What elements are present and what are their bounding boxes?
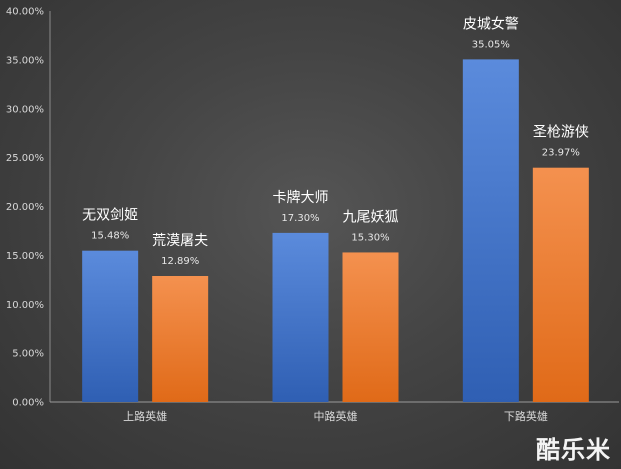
bar-name-label: 九尾妖狐 bbox=[343, 209, 399, 225]
y-tick-label: 5.00% bbox=[12, 349, 44, 360]
data-label: 23.97% bbox=[542, 148, 580, 159]
y-tick-label: 15.00% bbox=[6, 251, 44, 262]
bar-name-label: 荒漠屠夫 bbox=[152, 233, 208, 249]
y-tick-label: 20.00% bbox=[6, 202, 44, 213]
y-tick-label: 25.00% bbox=[6, 153, 44, 164]
y-tick-label: 35.00% bbox=[6, 55, 44, 66]
bar bbox=[532, 167, 589, 402]
data-label: 17.30% bbox=[281, 213, 319, 224]
watermark-logo: 酷乐米 bbox=[536, 436, 611, 464]
bar bbox=[82, 250, 139, 402]
bar-name-label: 卡牌大师 bbox=[273, 189, 329, 206]
data-label: 15.48% bbox=[91, 231, 129, 242]
bar bbox=[272, 232, 329, 402]
y-tick-label: 0.00% bbox=[12, 398, 44, 409]
x-category-label: 中路英雄 bbox=[314, 409, 358, 423]
bar bbox=[342, 252, 399, 402]
bar-name-label: 无双剑姬 bbox=[82, 208, 138, 224]
y-tick-label: 40.00% bbox=[6, 7, 44, 18]
bar-name-label: 圣枪游侠 bbox=[533, 124, 589, 141]
data-label: 35.05% bbox=[472, 39, 510, 50]
data-label: 12.89% bbox=[161, 256, 199, 267]
x-category-label: 下路英雄 bbox=[504, 409, 548, 423]
bar-name-label: 皮城女警 bbox=[463, 15, 519, 32]
bar bbox=[152, 276, 209, 402]
y-tick-label: 30.00% bbox=[6, 104, 44, 115]
bar bbox=[462, 59, 519, 402]
data-label: 15.30% bbox=[351, 232, 389, 243]
x-category-label: 上路英雄 bbox=[123, 409, 167, 423]
y-tick-label: 10.00% bbox=[6, 300, 44, 311]
